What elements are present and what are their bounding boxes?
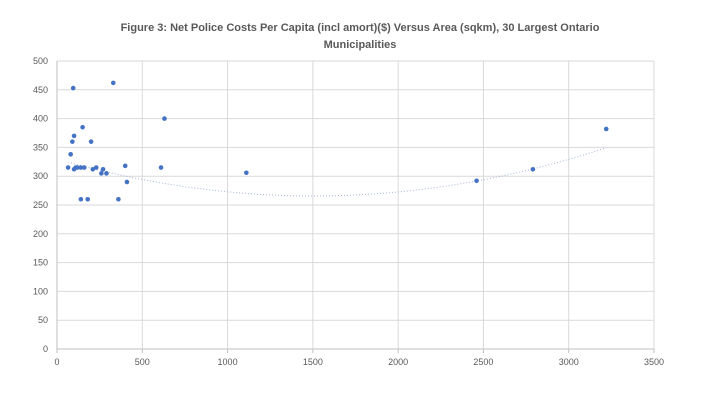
x-tick-label: 0 [54, 357, 59, 367]
data-point [244, 170, 249, 176]
data-point [124, 179, 130, 185]
data-point [122, 163, 128, 169]
data-point [71, 133, 77, 139]
trendline [67, 147, 607, 197]
x-tick-label: 3500 [644, 357, 664, 367]
x-tick-label: 500 [135, 357, 150, 367]
data-point [162, 116, 167, 121]
data-point [65, 165, 71, 170]
data-point [474, 178, 479, 184]
chart-title: Figure 3: Net Police Costs Per Capita (i… [120, 20, 600, 54]
y-tick-label: 100 [33, 286, 48, 296]
x-tick-label: 3000 [559, 357, 579, 367]
data-point [85, 196, 91, 202]
x-tick-label: 1500 [303, 357, 323, 367]
data-point [78, 165, 84, 170]
data-point [81, 165, 87, 170]
data-point [68, 152, 73, 157]
data-point [78, 196, 84, 202]
data-point [603, 126, 609, 132]
data-point [99, 171, 104, 176]
x-tick-label: 2500 [473, 357, 493, 367]
y-tick-label: 450 [33, 85, 48, 95]
data-point [70, 85, 76, 91]
x-tick-label: 1000 [218, 357, 238, 367]
data-point [88, 139, 94, 144]
y-tick-label: 500 [33, 56, 48, 66]
y-tick-label: 350 [33, 142, 48, 152]
data-point [530, 166, 536, 172]
data-point [93, 165, 99, 170]
x-tick-label: 2000 [388, 357, 408, 367]
y-tick-label: 400 [33, 114, 48, 124]
y-tick-label: 0 [43, 344, 48, 354]
data-point [104, 171, 109, 176]
y-tick-label: 150 [33, 258, 48, 268]
data-point [90, 166, 96, 172]
data-point [110, 80, 116, 86]
y-tick-label: 300 [33, 171, 48, 181]
data-point [100, 166, 106, 172]
y-tick-label: 200 [33, 229, 48, 239]
y-tick-label: 250 [33, 200, 48, 210]
data-point [80, 124, 85, 130]
y-tick-label: 50 [38, 315, 48, 325]
data-point [70, 139, 75, 144]
data-point [116, 196, 121, 202]
chart-title-line-1: Figure 3: Net Police Costs Per Capita (i… [120, 22, 600, 34]
data-point [158, 165, 164, 170]
data-point [75, 165, 80, 170]
chart-title-line-2: Municipalities [323, 39, 397, 51]
